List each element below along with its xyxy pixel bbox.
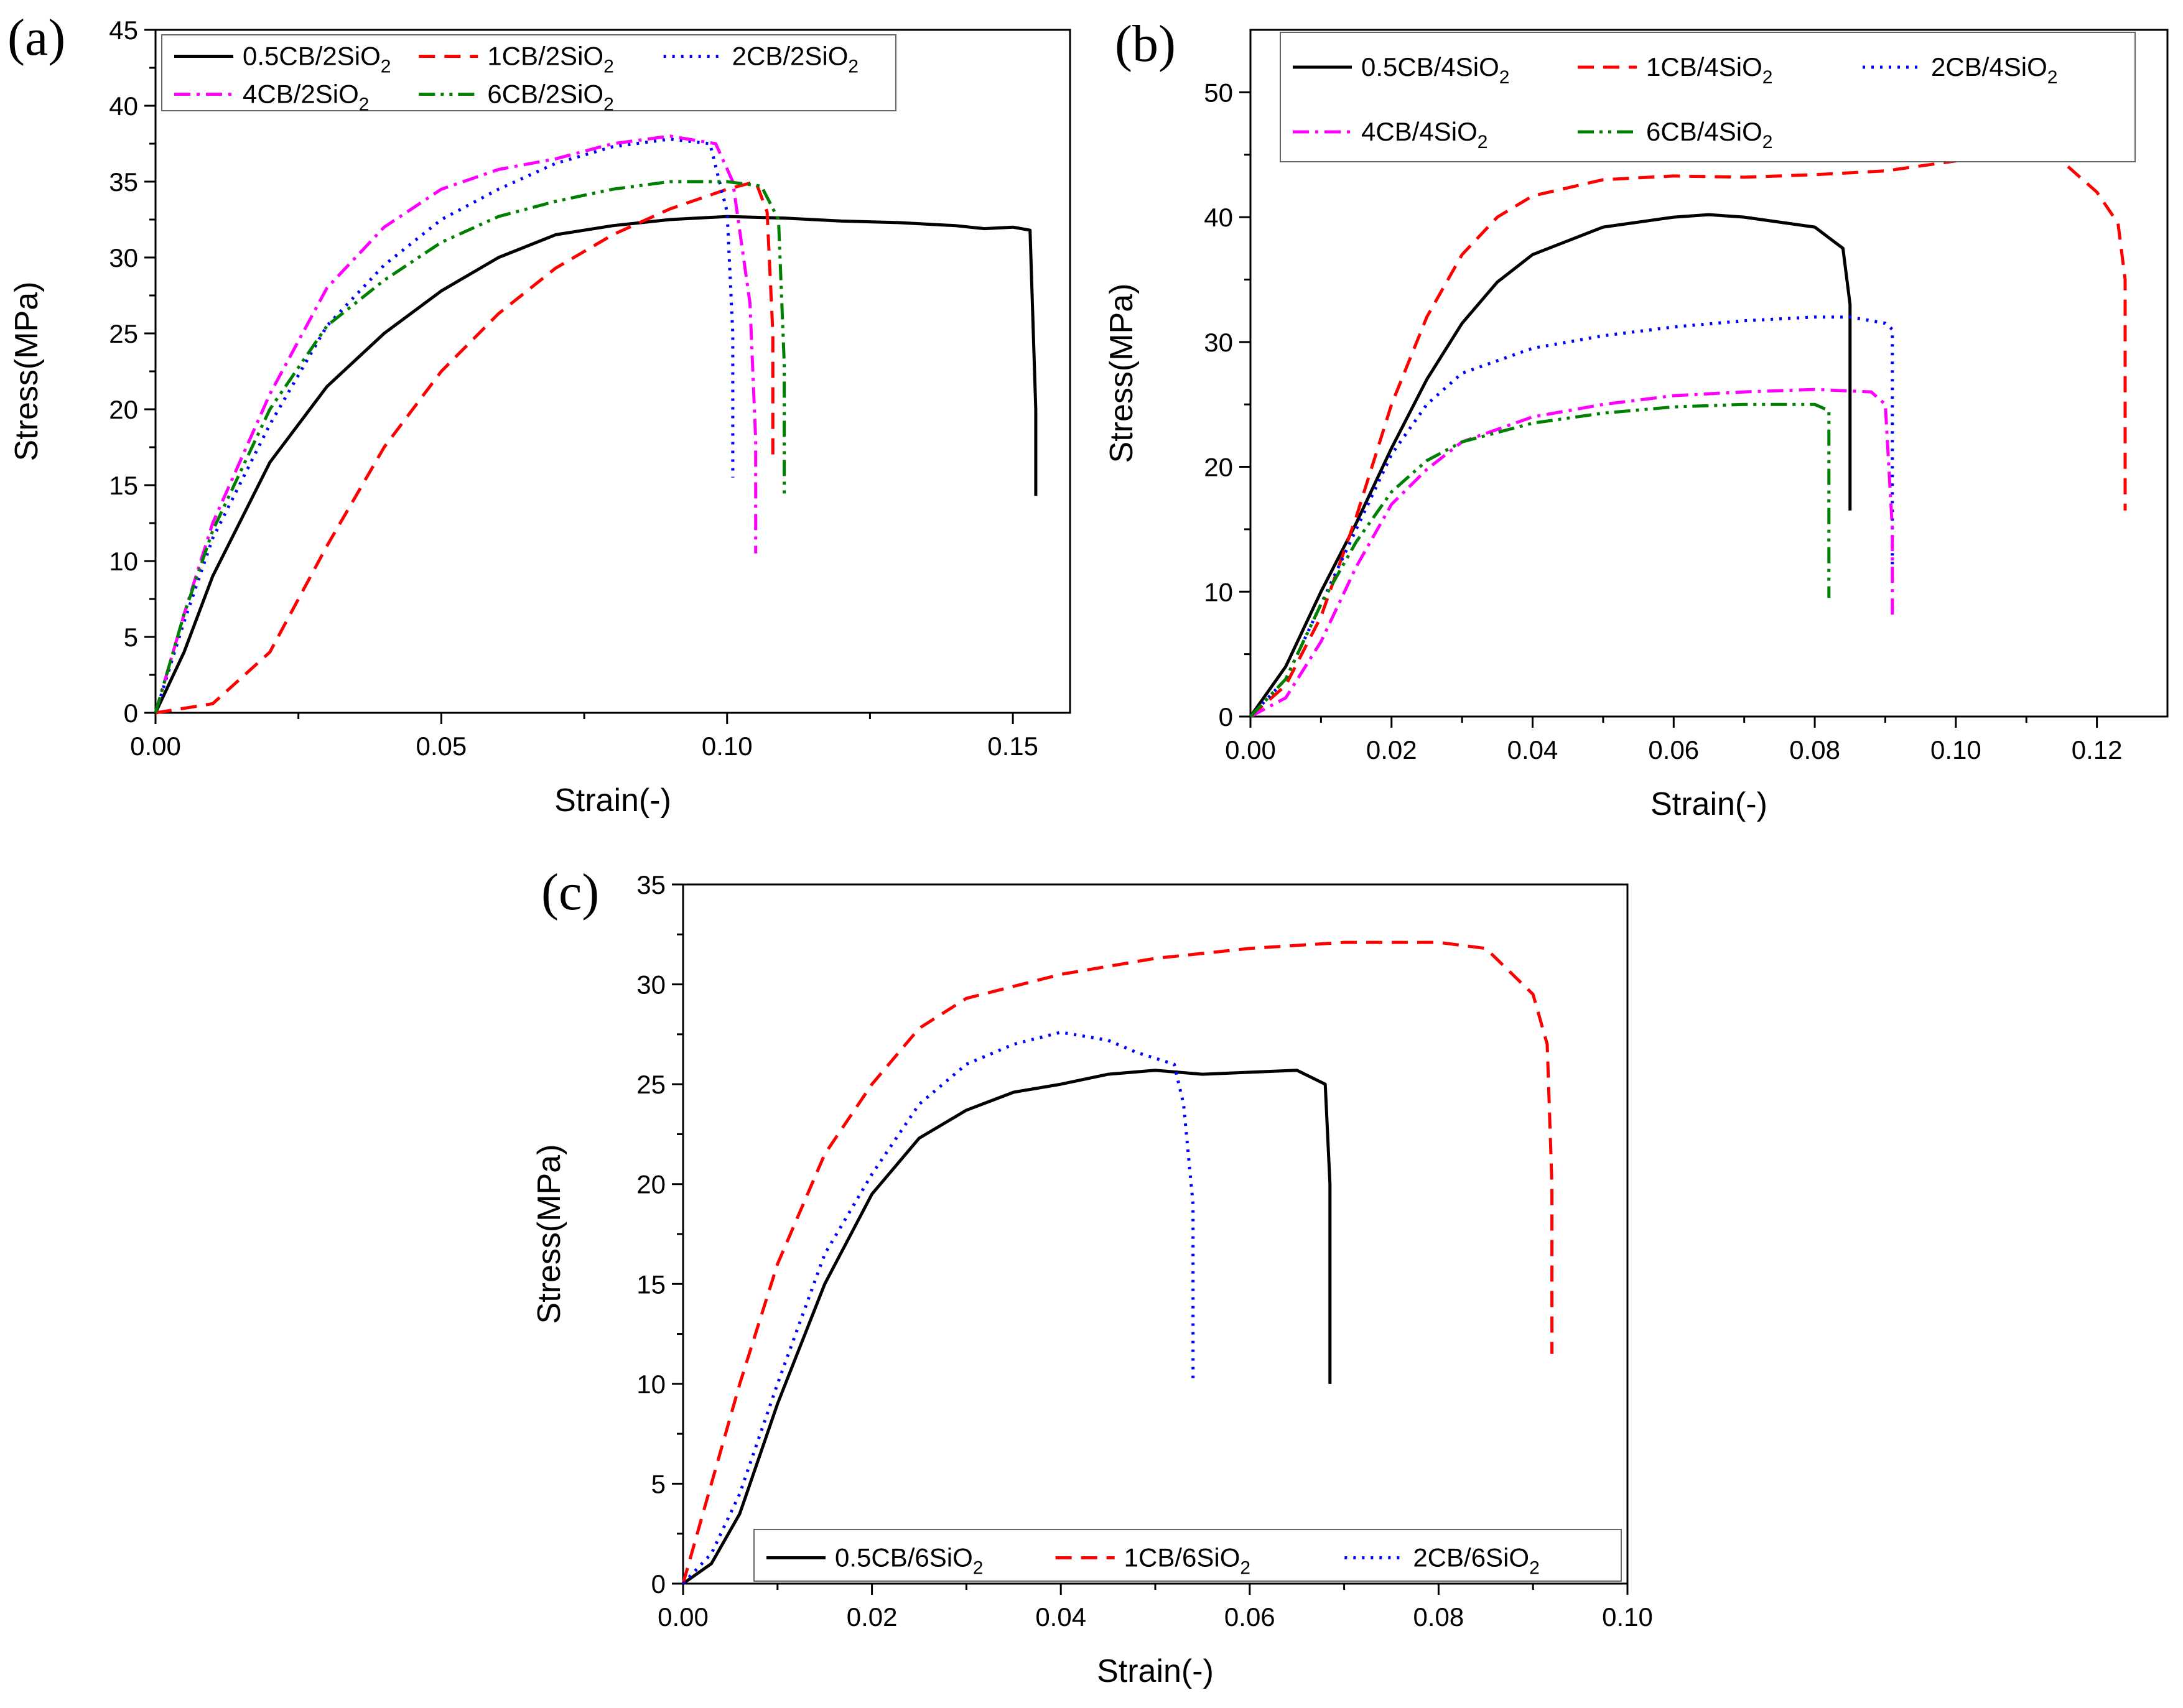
x-tick-label: 0.08: [1413, 1602, 1464, 1631]
y-tick-label: 25: [636, 1070, 666, 1099]
y-tick-label: 50: [1204, 78, 1233, 107]
y-tick-label: 0: [651, 1569, 666, 1599]
legend-subscript: 2: [2047, 67, 2058, 88]
legend-subscript: 2: [1478, 132, 1488, 152]
x-tick-label: 0.05: [416, 731, 467, 761]
panel-label: (a): [7, 9, 65, 67]
x-tick-label: 0.00: [130, 731, 181, 761]
y-tick-label: 35: [636, 870, 666, 899]
series-line-3: [154, 137, 735, 713]
x-tick-label: 0.10: [1602, 1602, 1653, 1631]
legend-subscript: 2: [973, 1558, 984, 1579]
y-tick-label: 25: [109, 319, 138, 348]
legend-subscript: 2: [381, 57, 391, 77]
y-axis-label: Stress(MPa): [531, 1144, 567, 1324]
chart-panel-1: (a) 0.00 0.05 0.10 0.15 0 5 10 15 20 25 30 35 40 45 Str…: [7, 9, 1071, 819]
plot-frame: [1249, 29, 2169, 718]
panel-label: (b): [1115, 15, 1176, 73]
legend-subscript: 2: [603, 95, 614, 115]
legend-subscript: 2: [1499, 67, 1510, 88]
x-tick-label: 0.02: [847, 1602, 898, 1631]
x-tick-label: 0.04: [1035, 1602, 1086, 1631]
legend-subscript: 2: [603, 57, 614, 77]
series-line-3: [1249, 315, 1894, 718]
legend-subscript: 2: [1529, 1558, 1540, 1579]
series-line-1: [682, 1069, 1332, 1585]
series-line-4: [154, 134, 758, 713]
y-tick-label: 40: [1204, 203, 1233, 232]
legend-box: [753, 1529, 1622, 1582]
y-tick-label: 10: [636, 1370, 666, 1399]
legend-subscript: 2: [1240, 1558, 1250, 1579]
y-tick-label: 30: [1204, 328, 1233, 357]
x-tick-label: 0.15: [987, 731, 1038, 761]
panel-label: (c): [541, 863, 599, 921]
y-tick-label: 20: [636, 1170, 666, 1199]
x-tick-label: 0.00: [1225, 735, 1276, 764]
x-axis-label: Strain(-): [554, 782, 671, 819]
x-tick-label: 0.04: [1507, 735, 1558, 764]
x-tick-label: 0.12: [2072, 735, 2123, 764]
x-tick-label: 0.08: [1789, 735, 1840, 764]
chart-panel-2: (b) 0.00 0.02 0.04 0.06 0.08 0.10 0.12 0 10 20 30 40…: [1104, 15, 2169, 822]
series-line-4: [1249, 388, 1894, 718]
y-tick-label: 35: [109, 167, 138, 197]
series-line-2: [681, 940, 1554, 1584]
series-line-2: [155, 180, 775, 715]
legend-subscript: 2: [1762, 67, 1773, 88]
y-tick-label: 10: [1204, 577, 1233, 606]
x-tick-label: 0.00: [658, 1602, 709, 1631]
series-line-5: [154, 180, 786, 713]
y-tick-label: 5: [651, 1469, 666, 1498]
legend-box: [161, 34, 896, 111]
x-tick-label: 0.10: [1930, 735, 1981, 764]
legend-box: [1280, 32, 2136, 162]
series-line-3: [682, 1031, 1195, 1585]
y-tick-label: 45: [109, 16, 138, 45]
x-tick-label: 0.02: [1366, 735, 1417, 764]
series-line-2: [1249, 153, 2127, 718]
y-tick-label: 5: [124, 623, 138, 652]
series-line-5: [1249, 402, 1831, 718]
y-tick-label: 40: [109, 91, 138, 121]
y-tick-label: 0: [124, 699, 138, 728]
plot-frame: [682, 883, 1629, 1585]
x-tick-label: 0.06: [1648, 735, 1699, 764]
x-tick-label: 0.10: [702, 731, 753, 761]
x-tick-label: 0.06: [1224, 1602, 1275, 1631]
y-tick-label: 15: [109, 471, 138, 500]
y-tick-label: 30: [636, 970, 666, 1000]
legend-subscript: 2: [1762, 132, 1773, 152]
y-tick-label: 0: [1219, 702, 1233, 731]
y-tick-label: 15: [636, 1269, 666, 1299]
y-tick-label: 30: [109, 243, 138, 272]
chart-panel-3: (c) 0.00 0.02 0.04 0.06 0.08 0.10 0 5 10 15 20 25 30 3…: [531, 863, 1653, 1689]
series-line-1: [154, 215, 1038, 714]
x-axis-label: Strain(-): [1097, 1653, 1214, 1689]
legend-subscript: 2: [848, 57, 859, 77]
x-axis-label: Strain(-): [1650, 786, 1767, 822]
y-axis-label: Stress(MPa): [9, 282, 45, 462]
y-tick-label: 10: [109, 547, 138, 576]
legend-subscript: 2: [359, 95, 370, 115]
series-line-1: [1249, 213, 1852, 718]
y-axis-label: Stress(MPa): [1104, 284, 1140, 463]
y-tick-label: 20: [1204, 453, 1233, 482]
y-tick-label: 20: [109, 395, 138, 424]
